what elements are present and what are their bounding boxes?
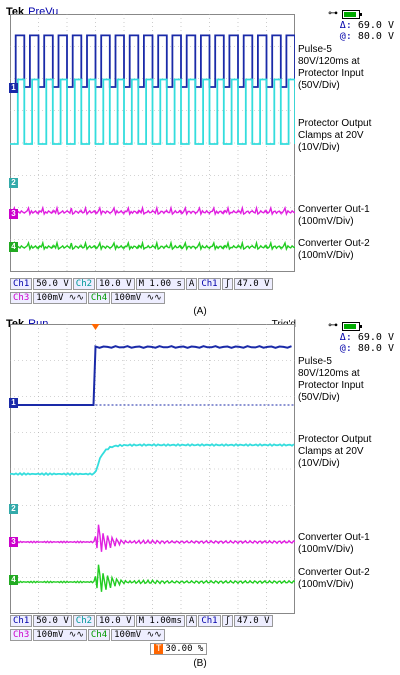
label-pulse: Pulse-5 80V/120ms at Protector Input (50V/D…	[298, 44, 364, 91]
trigger-position-readout: T 30.00 %	[150, 643, 208, 655]
ch4-trace	[10, 564, 295, 592]
scope-panel-b: TekRun Trig'd ⊶ Δ: 69.0 V @: 80.0 V 1 2 …	[0, 312, 400, 675]
ch4-marker: 4	[9, 242, 18, 252]
label-out1: Converter Out-1 (100mV/Div)	[298, 532, 370, 555]
cursor-readout: Δ: 69.0 V @: 80.0 V	[339, 20, 394, 42]
ch4-marker: 4	[9, 575, 18, 585]
caption-a: (A)	[193, 306, 207, 317]
ch2-marker: 2	[9, 504, 18, 514]
ch2-trace	[10, 78, 295, 145]
ch3-marker: 3	[9, 209, 18, 219]
trigger-marker	[91, 324, 100, 330]
scope-panel-a: Tek PreVu ⊶ Δ: 69.0 V @: 80.0 V 1 2 3 4 P…	[0, 0, 400, 320]
caption-b: (B)	[193, 658, 207, 669]
status-row-2: Ch3 100mV ∿∿ Ch4 100mV ∿∿	[10, 292, 300, 304]
power-plug-icon: ⊶	[328, 8, 338, 19]
waveform-graticule	[10, 14, 295, 272]
ch1-marker: 1	[9, 83, 18, 93]
label-out1: Converter Out-1 (100mV/Div)	[298, 204, 370, 227]
ch3-trace	[10, 524, 295, 552]
ch3-trace	[10, 205, 295, 217]
ch2-trace	[10, 443, 295, 476]
battery-icon	[342, 322, 362, 331]
ch4-trace	[10, 240, 295, 252]
power-plug-icon: ⊶	[328, 320, 338, 331]
label-pulse: Pulse-5 80V/120ms at Protector Input (50V/D…	[298, 356, 364, 403]
label-protector: Protector Output Clamps at 20V (10V/Div)	[298, 434, 372, 469]
ch2-marker: 2	[9, 178, 18, 188]
waveform-svg	[10, 14, 295, 272]
ch1-marker: 1	[9, 398, 18, 408]
label-protector: Protector Output Clamps at 20V (10V/Div)	[298, 118, 372, 153]
label-out2: Converter Out-2 (100mV/Div)	[298, 567, 370, 590]
cursor-readout: Δ: 69.0 V @: 80.0 V	[339, 332, 394, 354]
battery-icon	[342, 10, 362, 19]
waveform-svg	[10, 324, 295, 614]
status-row-2: Ch3 100mV ∿∿ Ch4 100mV ∿∿	[10, 629, 300, 641]
waveform-graticule	[10, 324, 295, 614]
ch3-marker: 3	[9, 537, 18, 547]
ch1-trace	[10, 345, 292, 406]
label-out2: Converter Out-2 (100mV/Div)	[298, 238, 370, 261]
